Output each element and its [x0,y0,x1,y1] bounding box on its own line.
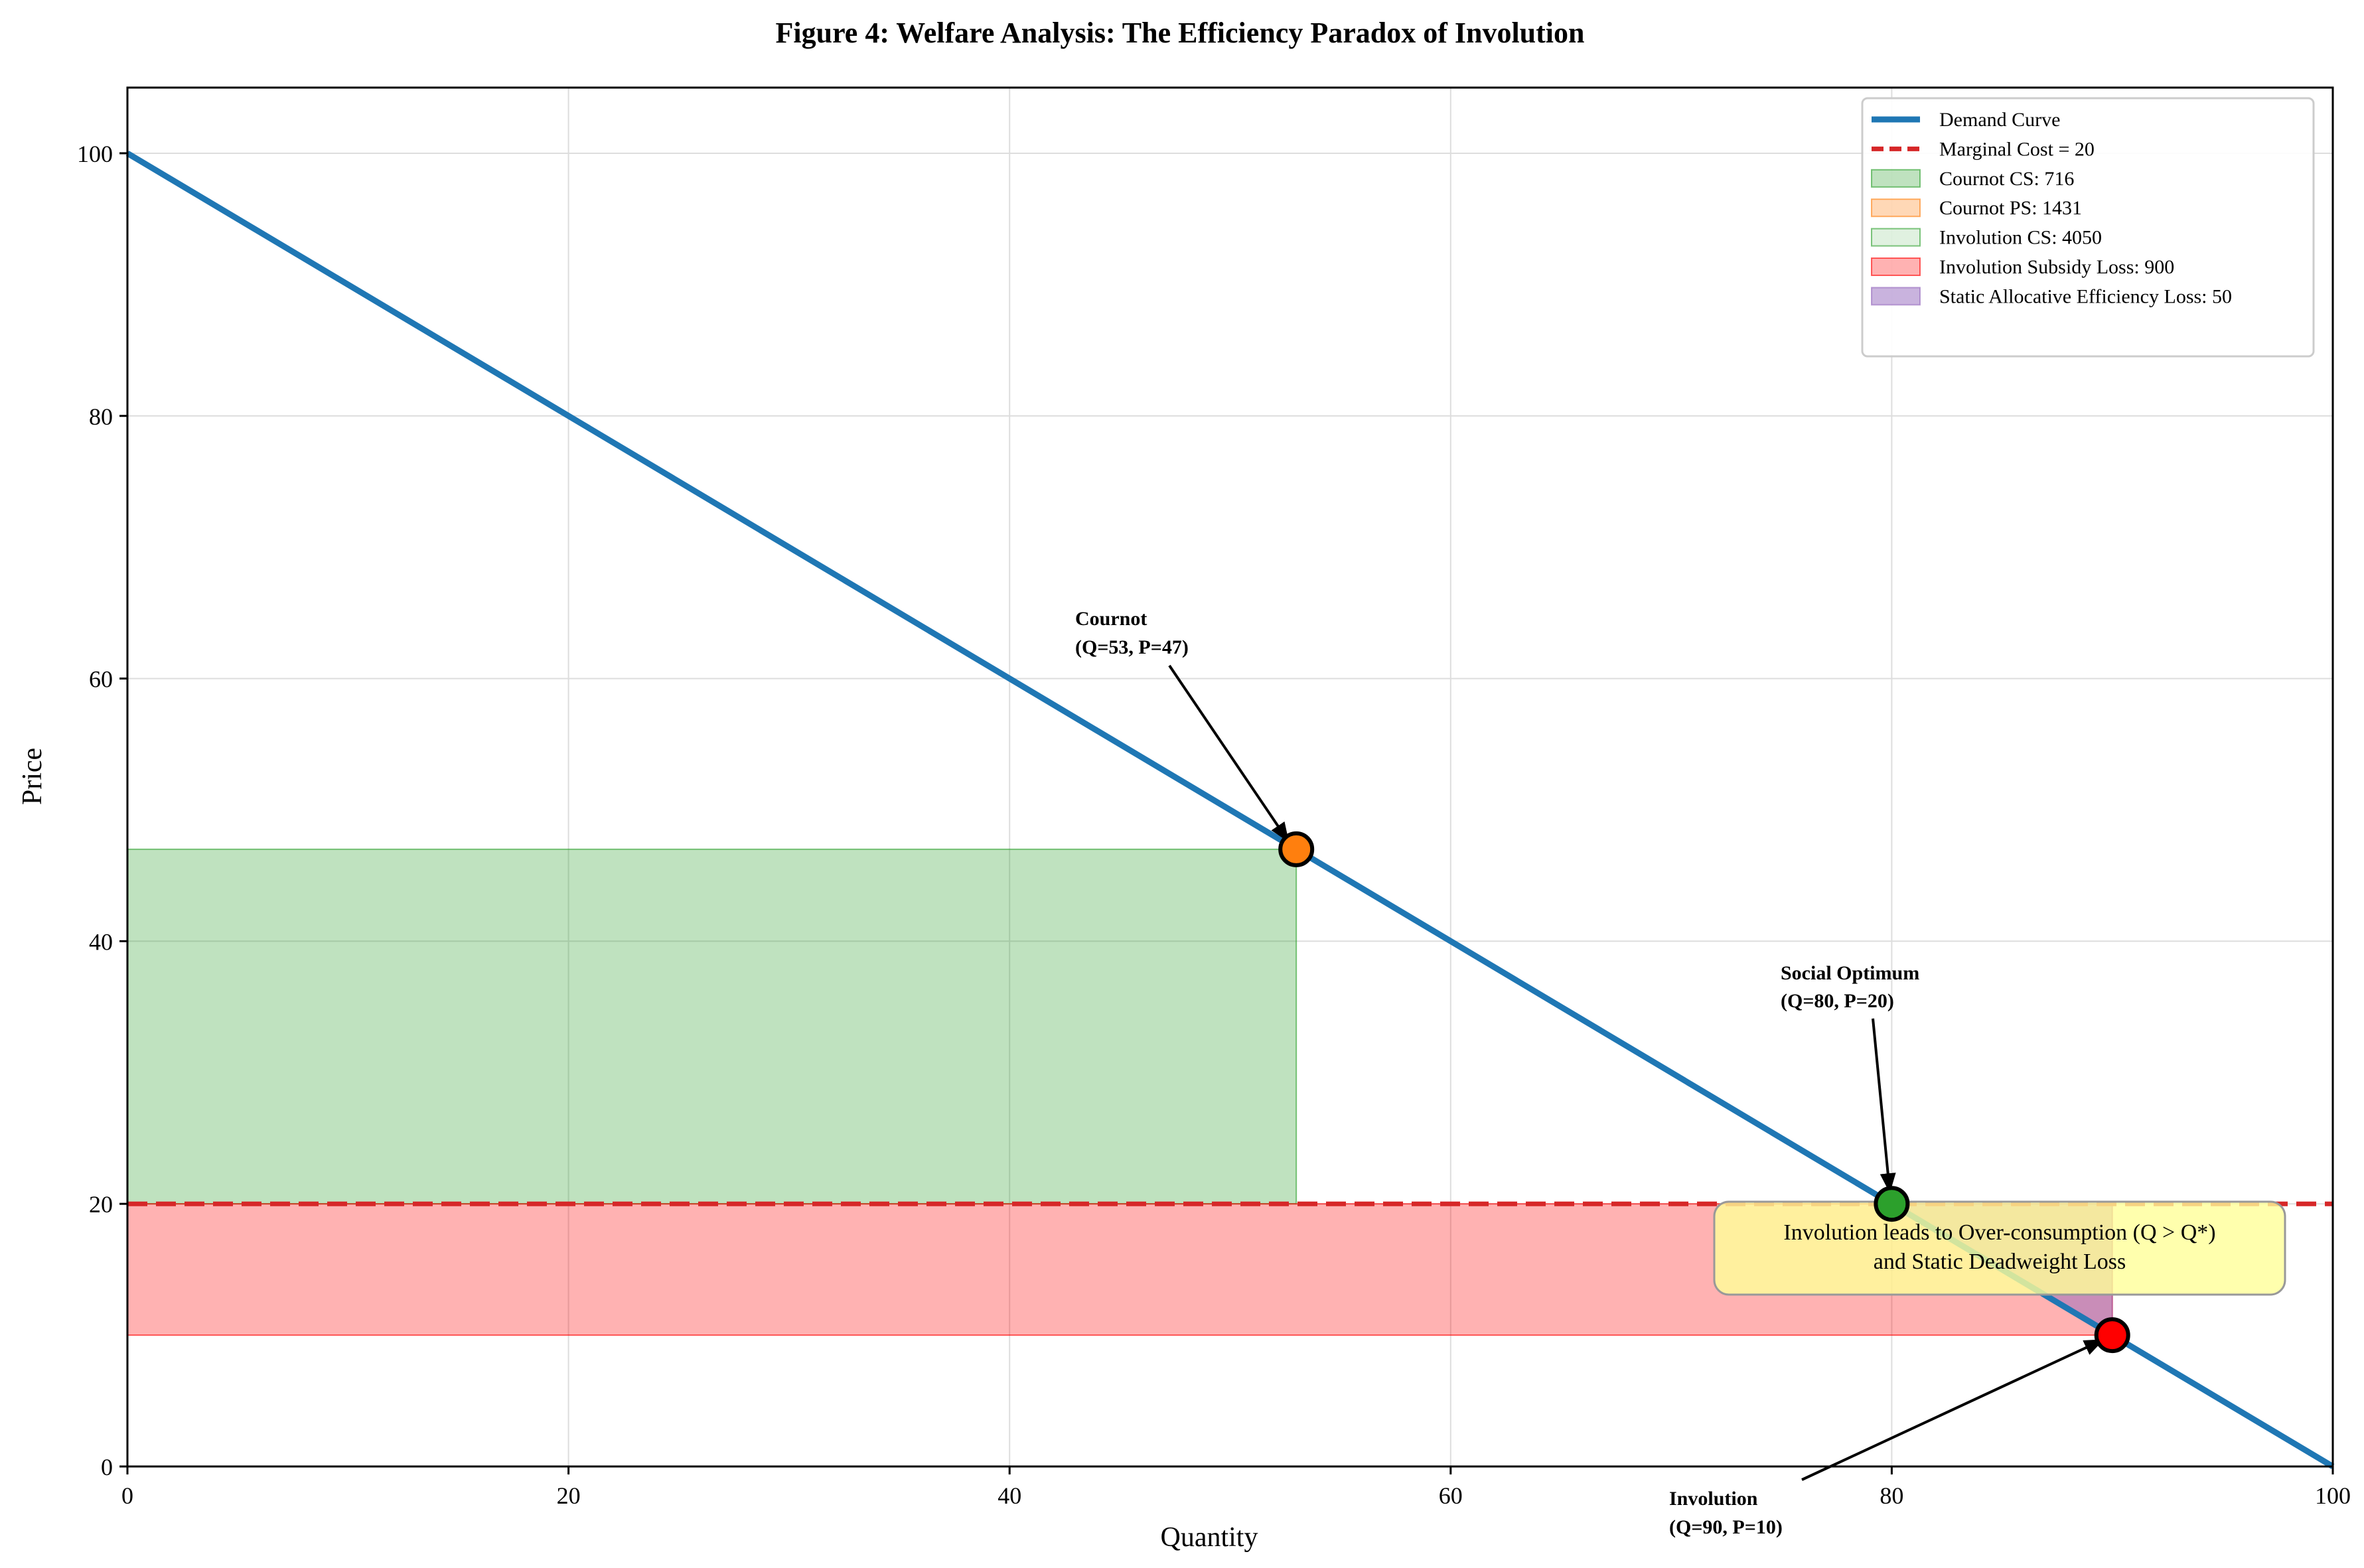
y-tick-label: 40 [89,928,113,955]
legend-swatch [1871,198,1921,218]
x-axis-label: Quantity [1161,1522,1258,1553]
x-tick-label: 60 [1439,1482,1463,1509]
plot-frame [126,86,2334,1468]
legend-swatch [1871,257,1921,276]
x-tick-label: 100 [2315,1482,2351,1509]
legend-label: Cournot CS: 716 [1939,168,2074,190]
x-tick-label: 0 [121,1482,133,1509]
legend-swatch [1871,287,1921,306]
annotation-label: Involution [1669,1488,1758,1510]
y-tick-label: 20 [89,1191,113,1218]
note-textbox: Involution leads to Over-consumption (Q … [1713,1200,2286,1296]
legend-label: Demand Curve [1939,109,2060,131]
points [1278,831,2130,1354]
y-tick-label: 100 [77,141,113,167]
x-tick-label: 20 [557,1482,581,1509]
annotations: Cournot (Q=53, P=47) Social Optimum (Q=80, … [1075,608,2105,1538]
annotation-arrow [1872,1018,1896,1194]
annotation-label: Social Optimum [1781,962,1919,984]
y-tick-label: 0 [101,1454,113,1480]
note-box [1713,1200,2286,1296]
legend-box [1861,97,2315,358]
axis-ticks: 0 20 40 60 80 100 0 20 40 60 80 100 [77,141,2351,1509]
chart-title: Figure 4: Welfare Analysis: The Efficien… [776,17,1585,49]
annotation-arrow [1168,664,1290,843]
legend-label: Cournot PS: 1431 [1939,197,2082,219]
point-marker [1874,1186,1910,1222]
y-tick-label: 80 [89,403,113,430]
annotation-label: Cournot [1075,608,1147,630]
annotation-arrow [1801,1338,2105,1481]
x-tick-label: 80 [1880,1482,1903,1509]
legend-swatch [1871,169,1921,188]
note-line-1: Involution leads to Over-consumption (Q … [1783,1220,2215,1245]
y-tick-label: 60 [89,666,113,693]
y-axis-label: Price [17,748,48,805]
point-marker [1278,831,1315,867]
annotation-coords: (Q=53, P=47) [1075,636,1189,658]
legend-label: Static Allocative Efficiency Loss: 50 [1939,285,2232,307]
x-tick-label: 40 [997,1482,1021,1509]
area-rect [127,848,1297,1205]
point-marker [2094,1317,2130,1354]
legend-label: Involution CS: 4050 [1939,227,2102,249]
legend-label: Marginal Cost = 20 [1939,138,2095,160]
legend-swatch [1871,228,1921,247]
annotation-coords: (Q=80, P=20) [1781,990,1894,1012]
legend: Demand Curve Marginal Cost = 20 Cournot CS… [1861,97,2315,358]
legend-label: Involution Subsidy Loss: 900 [1939,256,2174,278]
note-line-2: and Static Deadweight Loss [1874,1249,2126,1274]
annotation-coords: (Q=90, P=10) [1669,1516,1783,1538]
